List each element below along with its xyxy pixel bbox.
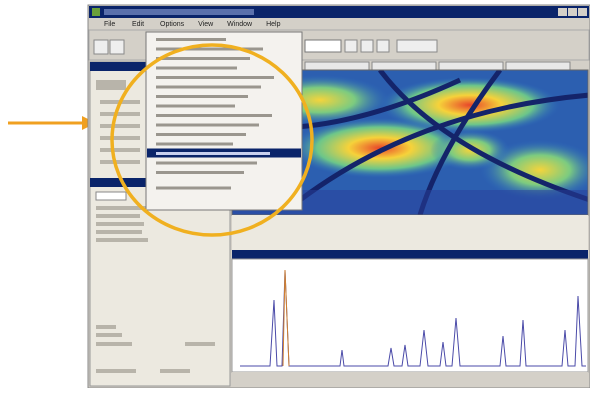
pointer-arrow: [8, 116, 96, 130]
menu-item[interactable]: Options: [160, 21, 185, 28]
item-label: [156, 114, 272, 117]
item-label: [156, 161, 257, 165]
window-title: [104, 9, 254, 15]
item-label: [156, 152, 270, 155]
menu-bar: [89, 18, 589, 30]
heatmap-axis: [232, 215, 588, 250]
highlighted-peak: [282, 269, 290, 367]
item-label: [156, 186, 231, 190]
item-label: [156, 171, 244, 174]
menu-item[interactable]: File: [104, 21, 115, 28]
tab-buttons[interactable]: [304, 61, 571, 73]
menu-items: File Edit Options View Window Help: [104, 21, 281, 28]
item-label: [156, 95, 248, 98]
item-label: [156, 38, 226, 41]
menu-item[interactable]: Edit: [132, 21, 144, 28]
panel-rows: [95, 80, 215, 373]
dropdown-menu: [145, 31, 303, 211]
menu-item[interactable]: View: [198, 21, 214, 28]
item-label: [156, 66, 237, 70]
highlight-circle: [110, 43, 314, 237]
item-label: [156, 133, 246, 136]
toolbar-buttons[interactable]: [93, 39, 438, 55]
item-label: [156, 76, 274, 79]
item-label: [156, 142, 233, 146]
item-label: [156, 104, 235, 108]
app-icon: [92, 8, 100, 16]
scrollbar[interactable]: [232, 372, 588, 386]
item-label: [156, 85, 261, 89]
item-label: [156, 47, 263, 51]
chromatogram-header: [232, 250, 588, 259]
item-label: [156, 57, 250, 60]
item-label: [156, 123, 259, 127]
menu-item[interactable]: Help: [266, 21, 281, 28]
chromatogram-plot: [231, 258, 589, 373]
chromatogram-trace: [240, 269, 586, 367]
window-buttons[interactable]: [558, 8, 587, 16]
dropdown-items[interactable]: [147, 38, 301, 190]
menu-item[interactable]: Window: [227, 21, 253, 28]
